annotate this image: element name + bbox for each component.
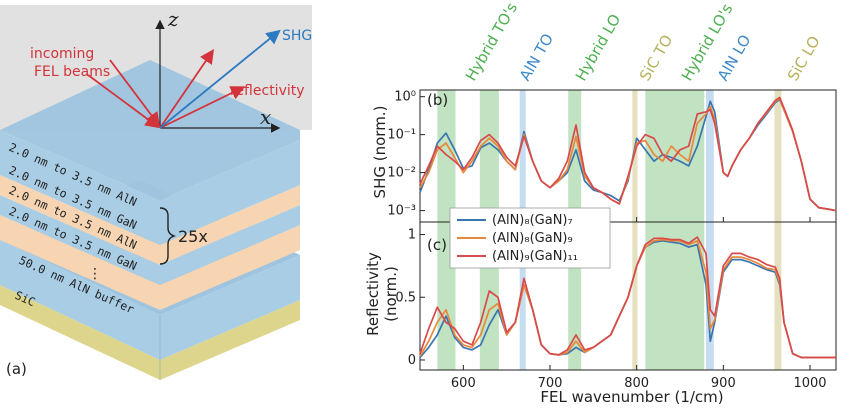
- band-labels: Hybrid TO's AlN TO Hybrid LO SiC TO Hybr…: [462, 0, 824, 84]
- xtick-label: 600: [451, 376, 476, 391]
- ytick-label: 10⁻¹: [387, 128, 416, 143]
- incoming-label-2: FEL beams: [34, 64, 110, 80]
- panel-c-label: (c): [427, 236, 447, 254]
- shg-beam: [159, 29, 281, 129]
- z-axis-label: z: [167, 7, 179, 31]
- band-label-aln-to: AlN TO: [516, 30, 557, 84]
- reflected-beam-1: [159, 49, 215, 129]
- reflectivity-label: reflectivity: [230, 83, 305, 99]
- legend-label-3: (AlN)₉(GaN)₁₁: [492, 249, 578, 264]
- ytick-label: 0: [408, 353, 416, 368]
- band-3: [568, 90, 582, 222]
- repeat-brace: [159, 207, 177, 265]
- shg-label: SHG: [282, 28, 312, 44]
- panel-a-label: (a): [6, 360, 27, 378]
- band-7: [774, 222, 782, 370]
- x-axis-label: FEL wavenumber (1/cm): [540, 388, 723, 406]
- band-label-sic-lo: SiC LO: [784, 33, 824, 84]
- repeat-count: 25x: [178, 227, 208, 246]
- band-4: [632, 90, 638, 222]
- xtick-label: 900: [711, 376, 736, 391]
- band-label-hybrid-tos: Hybrid TO's: [462, 0, 521, 84]
- band-6: [706, 90, 714, 222]
- x-axis-label: x: [260, 105, 271, 129]
- plot-frame: [419, 221, 837, 371]
- band-5: [645, 222, 705, 370]
- ytick-label: 10⁰: [394, 90, 416, 105]
- ytick-label: 1: [408, 228, 416, 243]
- band-2: [519, 90, 526, 222]
- shg-ylabel: SHG (norm.): [371, 106, 389, 199]
- xtick-label: 1000: [793, 376, 826, 391]
- band-1: [479, 90, 499, 222]
- band-label-sic-to: SiC TO: [636, 32, 677, 84]
- layer-aln-2: [0, 195, 300, 285]
- reflectivity-ylabel-2: (norm.): [382, 266, 400, 322]
- layer-aln-1: [0, 130, 300, 245]
- xtick-label: 700: [538, 376, 563, 391]
- xtick-label: 800: [624, 376, 649, 391]
- reflected-beam-2: [159, 86, 246, 129]
- band-4: [632, 222, 638, 370]
- band-2: [519, 222, 526, 370]
- layer-gan-2: [0, 215, 300, 310]
- sample-schematic: z x SHG incoming FEL beams reflectivity …: [0, 5, 312, 380]
- incoming-label-1: incoming: [30, 46, 94, 62]
- panel-b-label: (b): [427, 91, 448, 109]
- ytick-label: 10⁻³: [387, 204, 416, 219]
- aln-buffer-layer: [0, 240, 300, 360]
- incoming-beam-2: [109, 59, 161, 127]
- layer-gan-1: [0, 175, 300, 265]
- band-label-hybrid-lo: Hybrid LO: [572, 11, 625, 84]
- legend: (AlN)₈(GaN)₇ (AlN)₈(GaN)₉ (AlN)₉(GaN)₁₁: [449, 207, 611, 269]
- stack-top-face: [0, 60, 300, 200]
- series-line-2: [419, 96, 837, 212]
- series-line-2: [419, 236, 836, 359]
- reflectivity-ylabel-1: Reflectivity: [364, 252, 382, 336]
- ytick-label: 10⁻²: [387, 166, 416, 181]
- band-label-aln-lo: AlN LO: [714, 32, 755, 84]
- band-7: [774, 90, 782, 222]
- stack-dots: ⋮: [88, 266, 102, 282]
- legend-label-2: (AlN)₈(GaN)₉: [492, 231, 573, 246]
- sic-substrate: [0, 285, 300, 380]
- shg-chart: 10⁻³ 10⁻² 10⁻¹ 10⁰: [387, 89, 837, 223]
- incoming-beam-1: [87, 74, 160, 129]
- band-0: [437, 90, 456, 222]
- legend-label-1: (AlN)₈(GaN)₇: [492, 213, 573, 228]
- ytick-label: 0.5: [395, 290, 416, 305]
